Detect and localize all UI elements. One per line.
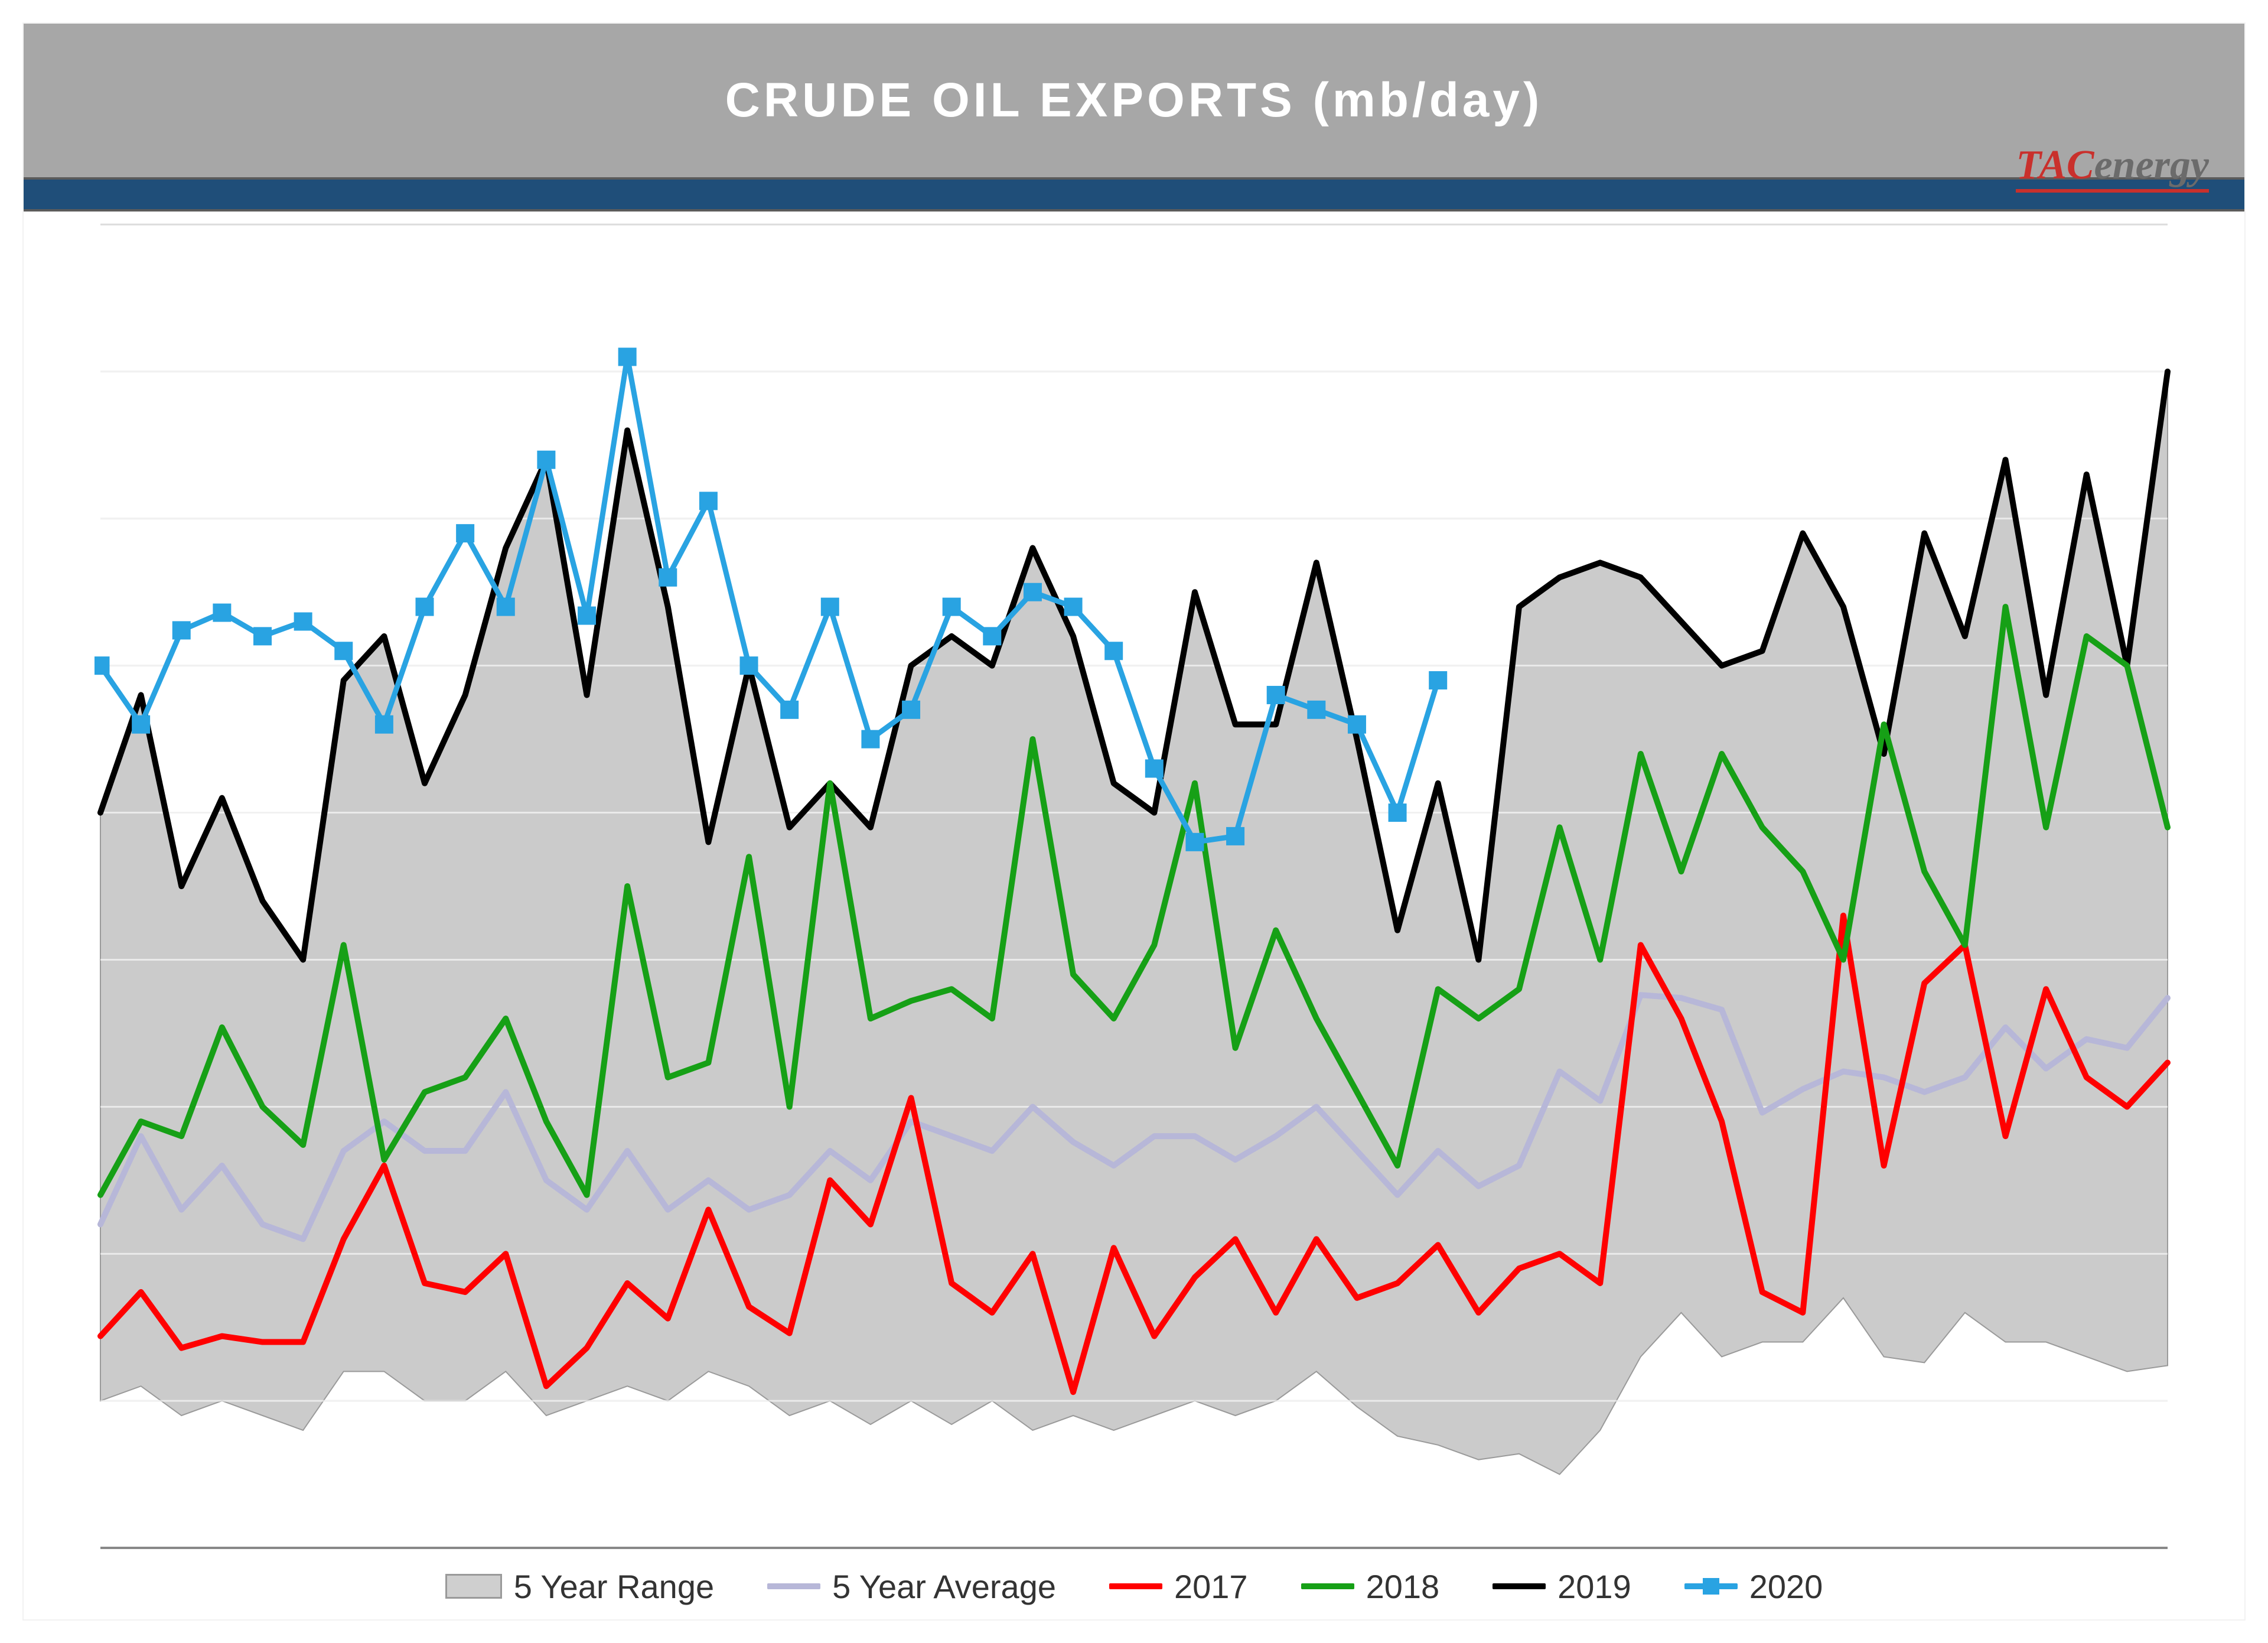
legend-2019: 2019: [1493, 1567, 1631, 1606]
plot-area: [94, 219, 2174, 1554]
title-bar: CRUDE OIL EXPORTS (mb/day): [24, 24, 2244, 177]
y2017-swatch: [1109, 1583, 1162, 1589]
logo-underline: [2016, 189, 2209, 193]
legend: 5 Year Range 5 Year Average 2017 2018 20…: [94, 1560, 2174, 1613]
avg-swatch: [767, 1583, 820, 1589]
chart-title: CRUDE OIL EXPORTS (mb/day): [725, 73, 1543, 128]
legend-avg: 5 Year Average: [767, 1567, 1056, 1606]
legend-2020-label: 2020: [1749, 1567, 1823, 1606]
y2019-swatch: [1493, 1583, 1546, 1589]
chart-frame: CRUDE OIL EXPORTS (mb/day) TACenergy 5 Y…: [24, 24, 2244, 1619]
range-swatch: [445, 1574, 502, 1599]
legend-2017: 2017: [1109, 1567, 1248, 1606]
legend-range: 5 Year Range: [445, 1567, 714, 1606]
legend-2020: 2020: [1684, 1567, 1823, 1606]
legend-avg-label: 5 Year Average: [832, 1567, 1056, 1606]
logo-energy: energy: [2094, 142, 2209, 188]
legend-2018-label: 2018: [1366, 1567, 1440, 1606]
y2018-swatch: [1301, 1583, 1354, 1589]
legend-2017-label: 2017: [1174, 1567, 1248, 1606]
y2020-swatch-marker: [1703, 1578, 1719, 1595]
legend-range-label: 5 Year Range: [514, 1567, 714, 1606]
legend-2018: 2018: [1301, 1567, 1440, 1606]
legend-2019-label: 2019: [1557, 1567, 1631, 1606]
chart-svg: [94, 219, 2174, 1554]
brand-logo: TACenergy: [2016, 142, 2209, 189]
accent-strip: [24, 177, 2244, 212]
y2020-swatch: [1684, 1583, 1738, 1589]
logo-tac: TAC: [2016, 142, 2094, 188]
